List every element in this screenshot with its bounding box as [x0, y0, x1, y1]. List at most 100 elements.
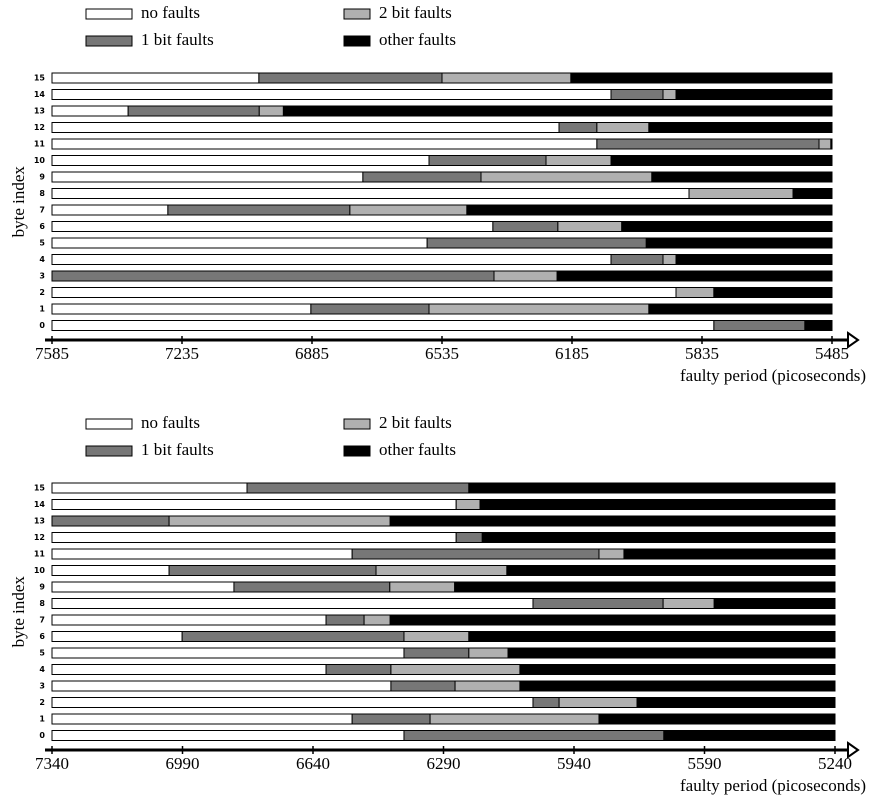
bar-segment	[51, 237, 428, 249]
legend-swatch	[343, 35, 371, 47]
bar-segment	[675, 254, 833, 265]
bar-segment	[390, 680, 456, 692]
bar-segment	[675, 287, 715, 298]
bar-segment	[468, 631, 836, 642]
bar-segment	[688, 188, 794, 199]
y-tick-label: 2	[39, 288, 45, 297]
bar-segment	[51, 647, 405, 659]
bar-segment	[557, 221, 623, 232]
y-tick-label: 3	[39, 272, 45, 281]
bar-segment	[51, 188, 690, 199]
y-tick-label: 14	[34, 90, 46, 99]
y-tick-label: 4	[39, 255, 45, 264]
bar-segment	[792, 188, 833, 199]
bar-segment	[168, 515, 391, 527]
y-tick-label: 7	[39, 616, 45, 625]
y-tick-label: 8	[39, 599, 45, 608]
bar-segment	[428, 155, 547, 166]
bar-segment	[51, 598, 534, 609]
bar-segment	[233, 581, 391, 593]
y-axis-label: byte index	[9, 166, 28, 238]
bar-segment	[556, 270, 833, 282]
legend-label: no faults	[141, 413, 200, 432]
bar-segment	[51, 713, 353, 725]
bar-segment	[51, 548, 353, 560]
bar-segment	[246, 482, 470, 494]
x-tick-label: 5590	[688, 754, 722, 773]
bar-segment	[662, 598, 715, 609]
legend-swatch	[85, 445, 133, 457]
legend-swatch	[85, 418, 133, 430]
legend-label: no faults	[141, 3, 200, 22]
bar-segment	[51, 171, 364, 183]
bar-segment	[51, 631, 183, 642]
bar-segment	[390, 664, 521, 675]
bar-segment	[51, 138, 598, 150]
bar-segment	[662, 89, 677, 100]
y-tick-label: 3	[39, 682, 45, 691]
bar-segment	[168, 565, 377, 576]
bar-segment	[51, 532, 457, 543]
y-tick-label: 7	[39, 206, 45, 215]
x-tick-label: 7340	[35, 754, 69, 773]
y-tick-label: 13	[34, 107, 45, 116]
bar-segment	[351, 548, 600, 560]
bar-segment	[804, 320, 833, 331]
bar-segment	[441, 72, 572, 84]
bar-segment	[455, 532, 483, 543]
bar-segment	[51, 221, 494, 232]
bar-segment	[468, 647, 509, 659]
y-tick-label: 8	[39, 189, 45, 198]
bar-segment	[51, 664, 327, 675]
y-tick-label: 15	[34, 484, 46, 493]
bar-segment	[675, 89, 833, 100]
y-tick-label: 4	[39, 665, 45, 674]
y-tick-label: 12	[34, 533, 45, 542]
bar-segment	[713, 287, 833, 298]
bar-segment	[830, 138, 833, 150]
y-tick-label: 0	[39, 321, 45, 330]
bar-segment	[610, 254, 664, 265]
bar-segment	[167, 204, 351, 216]
x-tick-label: 5485	[815, 344, 849, 363]
bar-segment	[598, 713, 836, 725]
y-tick-label: 5	[39, 649, 45, 658]
bar-segment	[389, 515, 836, 527]
bar-segment	[507, 647, 836, 659]
bar-segment	[648, 122, 833, 133]
bar-segment	[51, 614, 327, 626]
x-tick-label: 6640	[296, 754, 330, 773]
bar-segment	[362, 171, 482, 183]
legend-swatch	[343, 445, 371, 457]
bar-segment	[258, 105, 284, 117]
legend-swatch	[85, 35, 133, 47]
x-tick-label: 6535	[425, 344, 459, 363]
bar-segment	[532, 697, 560, 708]
y-tick-label: 5	[39, 239, 45, 248]
bar-segment	[454, 680, 521, 692]
bar-segment	[310, 303, 430, 315]
bar-segment	[51, 320, 715, 331]
bar-segment	[481, 532, 836, 543]
x-tick-label: 6990	[166, 754, 200, 773]
y-tick-label: 10	[34, 156, 46, 165]
x-axis-label: faulty period (picoseconds)	[680, 776, 866, 795]
bar-segment	[51, 204, 169, 216]
bar-segment	[426, 237, 647, 249]
bar-segment	[403, 730, 665, 741]
bar-segment	[363, 614, 391, 626]
bar-segment	[545, 155, 612, 166]
x-tick-label: 7235	[165, 344, 199, 363]
x-tick-label: 5940	[557, 754, 591, 773]
bar-segment	[51, 565, 170, 576]
bar-segment	[598, 548, 625, 560]
axis-arrow	[847, 741, 860, 759]
y-tick-label: 9	[39, 173, 45, 182]
bar-segment	[454, 581, 836, 593]
bar-segment	[468, 482, 836, 494]
bar-segment	[519, 680, 836, 692]
bar-segment	[621, 221, 833, 232]
bar-segment	[570, 72, 833, 84]
y-tick-label: 11	[34, 140, 46, 149]
